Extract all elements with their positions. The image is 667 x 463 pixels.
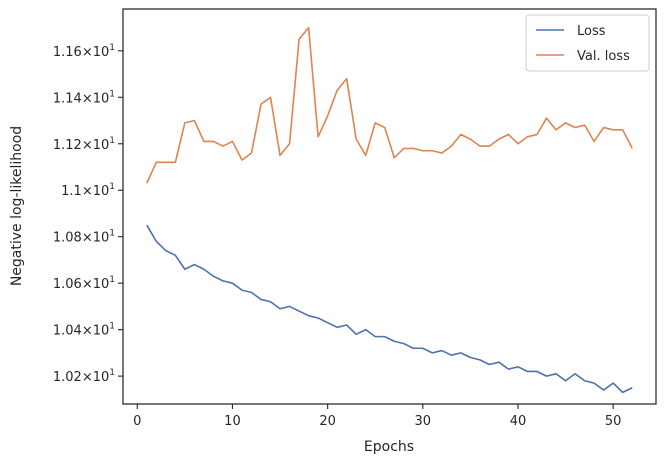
x-axis-ticks: 0 10 20 30 40 50 [133, 404, 621, 429]
plot-frame [122, 8, 657, 405]
x-tick-label: 50 [605, 414, 622, 429]
y-tick-label: 1.1×101 [61, 182, 115, 199]
x-axis-label: Epochs [364, 439, 414, 455]
x-tick-label: 0 [133, 414, 141, 429]
x-tick-label: 20 [319, 414, 336, 429]
y-tick-label: 1.12×101 [53, 136, 115, 153]
y-tick-label: 1.04×101 [53, 322, 115, 339]
y-tick-label: 1.16×101 [53, 43, 115, 60]
x-tick-label: 10 [224, 414, 241, 429]
legend-label-loss: Loss [577, 24, 606, 39]
y-tick-label: 1.02×101 [53, 368, 115, 385]
x-tick-label: 30 [415, 414, 432, 429]
y-tick-label: 1.08×101 [53, 229, 115, 246]
y-tick-label: 1.14×101 [53, 89, 115, 106]
y-tick-label: 1.06×101 [53, 275, 115, 292]
series-line-val-loss [146, 26, 633, 184]
legend-box [525, 14, 650, 72]
legend: Loss Val. loss [525, 14, 650, 72]
y-axis-ticks: 1.02×101 1.04×101 1.06×101 1.08×101 1.1×101 1… [53, 43, 123, 385]
series-layer [146, 26, 633, 394]
series-line-loss [146, 224, 633, 394]
legend-label-val-loss: Val. loss [577, 49, 630, 64]
x-tick-label: 40 [510, 414, 527, 429]
y-axis-label: Negative log-likelihood [9, 126, 25, 286]
